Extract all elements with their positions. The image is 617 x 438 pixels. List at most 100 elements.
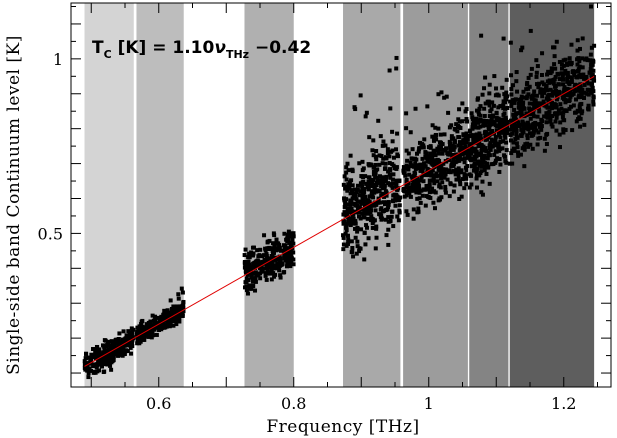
data-point <box>108 363 113 368</box>
data-point <box>449 123 454 128</box>
data-point <box>103 357 108 362</box>
data-point <box>367 194 372 199</box>
data-point <box>109 367 114 372</box>
data-point <box>352 105 357 110</box>
data-point <box>485 156 490 161</box>
data-point <box>390 185 395 190</box>
formula-nu-sub: THz <box>226 48 249 61</box>
data-point <box>536 85 541 90</box>
data-point <box>508 99 513 104</box>
data-point <box>388 168 393 173</box>
data-point <box>504 90 509 95</box>
data-point <box>514 111 519 116</box>
data-point <box>98 362 103 367</box>
data-point <box>497 169 502 174</box>
data-point <box>574 97 579 102</box>
data-point <box>578 124 583 129</box>
data-point <box>509 87 514 92</box>
data-point <box>380 177 385 182</box>
data-point <box>376 200 381 205</box>
tick-labels: 0.6 0.8 1 1.2 0.5 1 <box>38 50 577 413</box>
data-point <box>464 116 469 121</box>
data-point <box>535 104 540 109</box>
data-point <box>395 194 400 199</box>
data-point <box>277 247 282 252</box>
data-point <box>473 149 478 154</box>
data-point <box>360 184 365 189</box>
data-point <box>421 161 426 166</box>
data-point <box>460 145 465 150</box>
data-point <box>377 179 382 184</box>
data-point <box>157 320 162 325</box>
data-point <box>494 118 499 123</box>
data-point <box>528 108 533 113</box>
data-point <box>408 160 413 165</box>
data-point <box>544 120 549 125</box>
data-point <box>349 218 354 223</box>
data-point <box>358 93 363 98</box>
data-point <box>443 187 448 192</box>
data-point <box>477 173 482 178</box>
data-point <box>242 285 247 290</box>
data-point <box>410 147 415 152</box>
data-point <box>482 106 487 111</box>
data-point <box>413 161 418 166</box>
data-point <box>457 155 462 160</box>
data-point <box>404 177 409 182</box>
data-point <box>556 108 561 113</box>
data-point <box>134 332 139 337</box>
data-point <box>561 127 566 132</box>
data-point <box>247 286 252 291</box>
data-point <box>591 68 596 73</box>
data-point <box>384 175 389 180</box>
data-point <box>487 114 492 119</box>
data-point <box>433 153 438 158</box>
data-point <box>526 144 531 149</box>
data-point <box>557 59 562 64</box>
data-point <box>258 271 263 276</box>
data-point <box>371 177 376 182</box>
data-point <box>165 321 170 326</box>
data-point <box>472 157 477 162</box>
formula-middle: [K] = 1.10 <box>112 38 215 58</box>
data-point <box>492 74 497 79</box>
data-point <box>565 74 570 79</box>
data-point <box>550 124 555 129</box>
data-point <box>248 268 253 273</box>
data-point <box>474 173 479 178</box>
data-point <box>591 99 596 104</box>
data-point <box>586 106 591 111</box>
data-point <box>359 182 364 187</box>
data-point <box>561 58 566 63</box>
data-point <box>116 348 121 353</box>
axis-ticks <box>71 3 611 387</box>
data-point <box>516 111 521 116</box>
data-point <box>560 114 565 119</box>
data-point <box>404 193 409 198</box>
data-point <box>447 125 452 130</box>
x-tick-label: 0.6 <box>146 394 171 413</box>
data-point <box>524 82 529 87</box>
data-point <box>161 318 166 323</box>
data-point <box>267 271 272 276</box>
data-point <box>456 172 461 177</box>
data-point <box>344 177 349 182</box>
data-point <box>479 143 484 148</box>
data-point <box>139 325 144 330</box>
data-point <box>542 88 547 93</box>
data-point <box>463 136 468 141</box>
data-point <box>417 196 422 201</box>
data-point <box>423 164 428 169</box>
data-point <box>471 141 476 146</box>
data-point <box>388 219 393 224</box>
data-point <box>501 139 506 144</box>
data-point <box>181 299 186 304</box>
data-point <box>289 256 294 261</box>
data-point <box>162 308 167 313</box>
data-point <box>357 214 362 219</box>
data-point <box>509 92 514 97</box>
data-point <box>278 275 283 280</box>
data-point <box>575 38 580 43</box>
data-point <box>585 87 590 92</box>
data-point <box>85 361 90 366</box>
